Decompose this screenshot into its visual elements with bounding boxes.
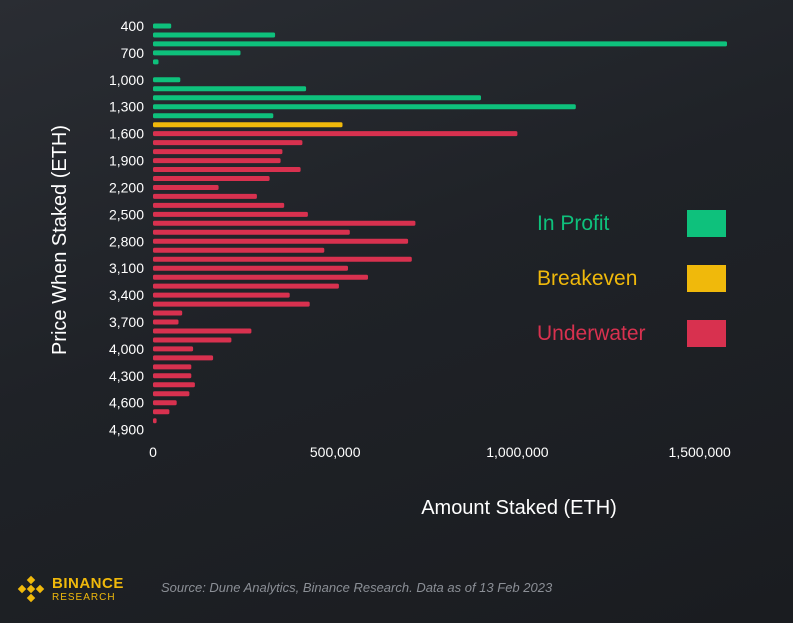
y-tick-label: 2,800 xyxy=(109,233,144,249)
legend-swatch-breakeven xyxy=(687,265,726,292)
bar-2400 xyxy=(153,202,285,208)
x-tick-label: 500,000 xyxy=(310,444,361,460)
x-tick-label: 1,500,000 xyxy=(669,444,731,460)
y-tick-label: 4,300 xyxy=(109,368,144,384)
bar-1100 xyxy=(153,86,307,92)
bar-3100 xyxy=(153,265,348,271)
logo-sub-text: RESEARCH xyxy=(52,591,116,603)
legend-label-profit: In Profit xyxy=(537,212,610,235)
bar-700 xyxy=(153,50,241,56)
bar-2500 xyxy=(153,211,308,217)
bar-4500 xyxy=(153,391,190,397)
bar-2800 xyxy=(153,238,409,244)
y-tick-labels: 400 700 1,000 1,300 1,600 1,900 2,200 2,500 2,80… xyxy=(109,18,144,438)
bars-group xyxy=(153,23,727,424)
y-tick-label: 3,700 xyxy=(109,314,144,330)
binance-research-logo: BINANCE RESEARCH xyxy=(16,574,124,604)
bar-3700 xyxy=(153,319,179,325)
bar-2900 xyxy=(153,247,325,253)
bar-3000 xyxy=(153,256,412,262)
legend-swatch-profit xyxy=(687,210,726,237)
legend-label-underwater: Underwater xyxy=(537,322,646,345)
bar-4700 xyxy=(153,409,170,415)
bar-3300 xyxy=(153,283,339,289)
y-tick-label: 2,200 xyxy=(109,180,144,196)
bar-1400 xyxy=(153,113,274,119)
bar-2300 xyxy=(153,193,257,199)
logo-brand-text: BINANCE xyxy=(52,574,124,592)
source-note: Source: Dune Analytics, Binance Research… xyxy=(161,580,553,595)
bar-1300 xyxy=(153,104,576,110)
y-tick-label: 3,100 xyxy=(109,260,144,276)
bar-2600 xyxy=(153,220,416,226)
bar-600 xyxy=(153,41,727,47)
bar-2000 xyxy=(153,167,301,172)
bar-3800 xyxy=(153,328,252,334)
legend-swatch-underwater xyxy=(687,320,726,347)
y-tick-label: 1,000 xyxy=(109,72,144,88)
x-axis-title: Amount Staked (ETH) xyxy=(421,497,617,519)
y-tick-label: 4,600 xyxy=(109,395,144,411)
y-tick-label: 1,300 xyxy=(109,99,144,115)
bar-4400 xyxy=(153,382,195,388)
binance-diamond-icon xyxy=(17,575,45,603)
y-tick-label: 4,900 xyxy=(109,422,144,438)
bar-4600 xyxy=(153,400,177,406)
y-tick-label: 700 xyxy=(121,45,145,61)
bar-2200 xyxy=(153,185,219,190)
bar-3900 xyxy=(153,337,232,343)
bar-1000 xyxy=(153,77,181,83)
bar-4300 xyxy=(153,373,192,379)
legend-label-breakeven: Breakeven xyxy=(537,267,637,290)
bar-3500 xyxy=(153,301,310,307)
bar-1600 xyxy=(153,131,518,137)
bar-2100 xyxy=(153,176,270,181)
x-tick-label: 0 xyxy=(149,444,157,460)
y-axis-title: Price When Staked (ETH) xyxy=(49,125,71,355)
bar-4200 xyxy=(153,364,192,370)
legend: In Profit Breakeven Underwater xyxy=(537,210,726,347)
bar-4800 xyxy=(153,418,157,424)
bar-4000 xyxy=(153,346,194,352)
y-tick-label: 400 xyxy=(121,18,145,34)
bar-3400 xyxy=(153,292,290,298)
y-tick-label: 1,900 xyxy=(109,153,144,169)
bar-1500 xyxy=(153,122,343,128)
bar-3200 xyxy=(153,274,368,280)
bar-3600 xyxy=(153,310,183,316)
bar-400 xyxy=(153,23,172,29)
bar-500 xyxy=(153,32,276,38)
bar-4100 xyxy=(153,355,214,361)
x-tick-labels: 0 500,000 1,000,000 1,500,000 xyxy=(149,444,731,460)
bar-1800 xyxy=(153,149,283,155)
y-tick-label: 4,000 xyxy=(109,341,144,357)
bar-1900 xyxy=(153,158,281,164)
y-tick-label: 2,500 xyxy=(109,206,144,222)
bar-1200 xyxy=(153,95,481,101)
bar-2700 xyxy=(153,229,350,235)
bar-1700 xyxy=(153,140,303,146)
bar-800 xyxy=(153,59,159,65)
x-tick-label: 1,000,000 xyxy=(486,444,548,460)
y-tick-label: 3,400 xyxy=(109,287,144,303)
y-tick-label: 1,600 xyxy=(109,126,144,142)
